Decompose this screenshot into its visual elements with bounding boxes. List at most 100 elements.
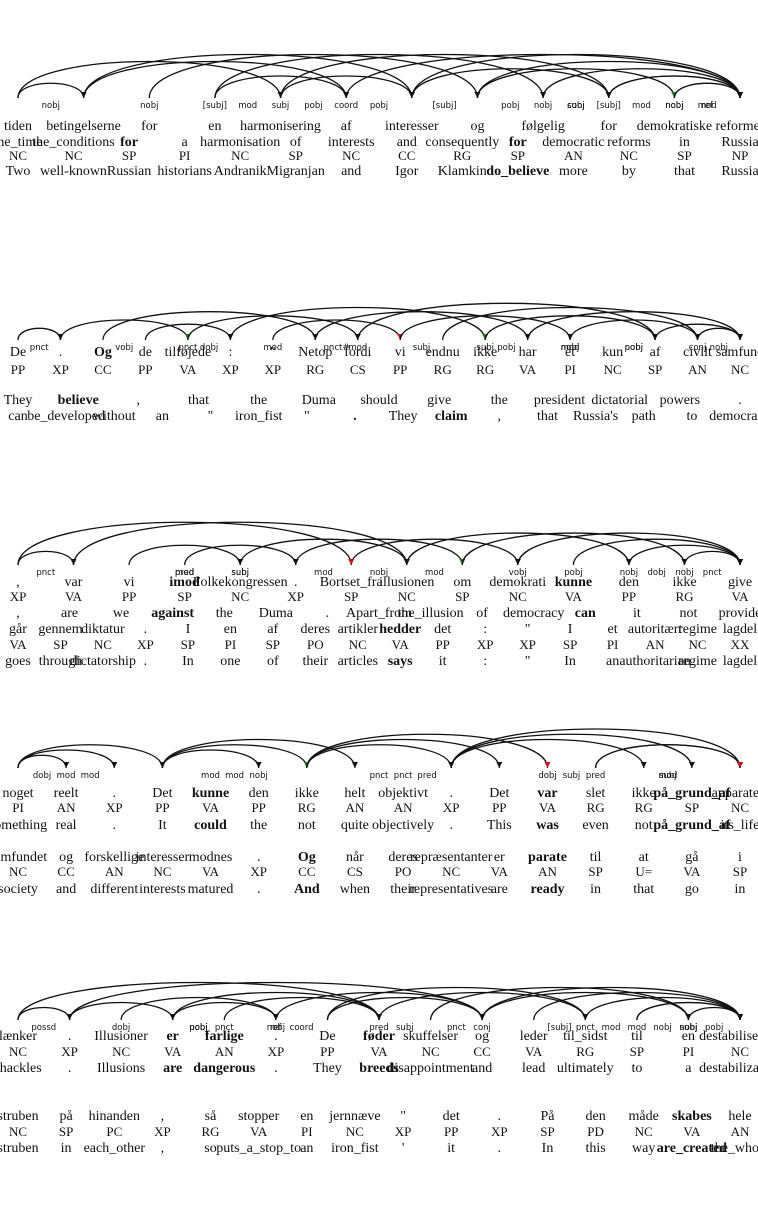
- pos-tag: XP: [250, 864, 267, 879]
- token: and: [341, 164, 361, 179]
- dependency-arc: [214, 75, 347, 99]
- token: reforms: [607, 135, 651, 150]
- token: .: [353, 409, 357, 424]
- relation-label: pnct: [576, 1023, 595, 1033]
- token: deres: [301, 622, 331, 637]
- pos-tag: PI: [179, 148, 191, 163]
- token: .: [257, 850, 261, 865]
- pos-tag: NC: [422, 1044, 440, 1059]
- token: og: [59, 850, 73, 865]
- token: that: [674, 164, 695, 179]
- dependency-arc: [17, 981, 380, 1021]
- pos-tag: XP: [52, 362, 69, 377]
- relation-label: conj: [689, 343, 707, 353]
- token: ultimately: [557, 1061, 614, 1076]
- token: stopper: [238, 1109, 280, 1124]
- token: ,: [161, 1109, 165, 1124]
- arc-arrowhead: [255, 762, 262, 768]
- arc-arrowhead: [737, 762, 743, 768]
- pos-tag: PI: [225, 637, 237, 652]
- token: They: [313, 1061, 342, 1076]
- token: De: [319, 1029, 335, 1044]
- pos-tag: XP: [222, 362, 239, 377]
- arc-arrowhead: [605, 92, 612, 98]
- token: ": [304, 409, 310, 424]
- token: den: [585, 1109, 605, 1124]
- pos-tag: RG: [635, 800, 653, 815]
- token: reformer: [716, 119, 758, 134]
- dependency-arc: [68, 981, 483, 1021]
- token: Klamkin: [438, 164, 487, 179]
- token-row: struben på hinanden, så stopper en jernnæve " de…: [0, 1109, 752, 1124]
- token-row: something real. It could the not quiteobjectiv…: [0, 818, 758, 833]
- token: They: [4, 393, 33, 408]
- token: more: [559, 164, 588, 179]
- token: believe: [58, 393, 99, 408]
- pos-tag: VA: [491, 864, 509, 879]
- token: :: [483, 654, 487, 669]
- token: this: [585, 1141, 605, 1156]
- relation-label: subj: [396, 1023, 414, 1033]
- token: i: [738, 850, 742, 865]
- relation-label: mod: [238, 101, 257, 111]
- relation-label: subj: [272, 101, 290, 111]
- token: helt: [344, 786, 365, 801]
- token: parate: [528, 850, 567, 865]
- dependency-arc: [442, 306, 699, 341]
- token-row: They believe, that the Duma should give the pres…: [4, 393, 742, 408]
- token: illusionen: [379, 575, 434, 590]
- pos-tag: NC: [349, 637, 367, 652]
- pos-tag: PI: [564, 362, 576, 377]
- relation-label: mod: [632, 101, 651, 111]
- pos-tag: XP: [519, 637, 536, 652]
- pos-tag: VA: [65, 589, 83, 604]
- pos-tag: NP: [732, 148, 749, 163]
- relation-label: possd: [31, 1023, 56, 1033]
- arc-arrowhead: [63, 762, 70, 768]
- token: ikke: [295, 786, 319, 801]
- token: interesser: [385, 119, 439, 134]
- token: ,: [498, 409, 502, 424]
- token: a: [181, 135, 188, 150]
- token: their: [302, 654, 328, 669]
- token: struben: [0, 1141, 39, 1156]
- pos-tag: SP: [181, 637, 195, 652]
- pos-tag: NC: [153, 864, 171, 879]
- pos-tag: VA: [370, 1044, 388, 1059]
- token: and: [397, 135, 417, 150]
- pos-tag-row: NC NC SP PI NC SP NC CC RG SP AN NC SP NP: [9, 148, 748, 163]
- dependency-arc: [484, 315, 656, 341]
- token: iron_fist: [235, 409, 283, 424]
- pos-tag: NC: [509, 589, 527, 604]
- token: .: [144, 622, 148, 637]
- pos-tag: NC: [94, 637, 112, 652]
- dependency-arc: [272, 319, 401, 341]
- arc-arrowhead: [376, 1014, 382, 1020]
- token: In: [182, 654, 194, 669]
- token: when: [340, 882, 370, 897]
- pos-tag: SP: [677, 148, 691, 163]
- token: regime: [678, 622, 717, 637]
- token: it: [447, 1141, 455, 1156]
- token: af: [341, 119, 352, 134]
- pos-tag: XP: [287, 589, 304, 604]
- token: fordi: [344, 345, 371, 360]
- dependency-arc: [476, 68, 676, 99]
- dependency-arc: [120, 996, 277, 1021]
- token: in: [590, 882, 601, 897]
- token: for: [120, 135, 138, 150]
- token: deres: [388, 850, 418, 865]
- token: to: [631, 1061, 642, 1076]
- relation-label: pnct: [36, 568, 55, 578]
- pos-tag: PP: [444, 1124, 458, 1139]
- arc-arrowhead: [737, 92, 743, 98]
- arc-arrowhead: [688, 762, 695, 768]
- token: go: [685, 882, 699, 897]
- pos-tag: PP: [492, 800, 506, 815]
- relation-label: [subj]: [432, 101, 456, 111]
- pos-tag: SP: [53, 637, 67, 652]
- pos-tag: SP: [540, 1124, 554, 1139]
- token: of: [267, 654, 279, 669]
